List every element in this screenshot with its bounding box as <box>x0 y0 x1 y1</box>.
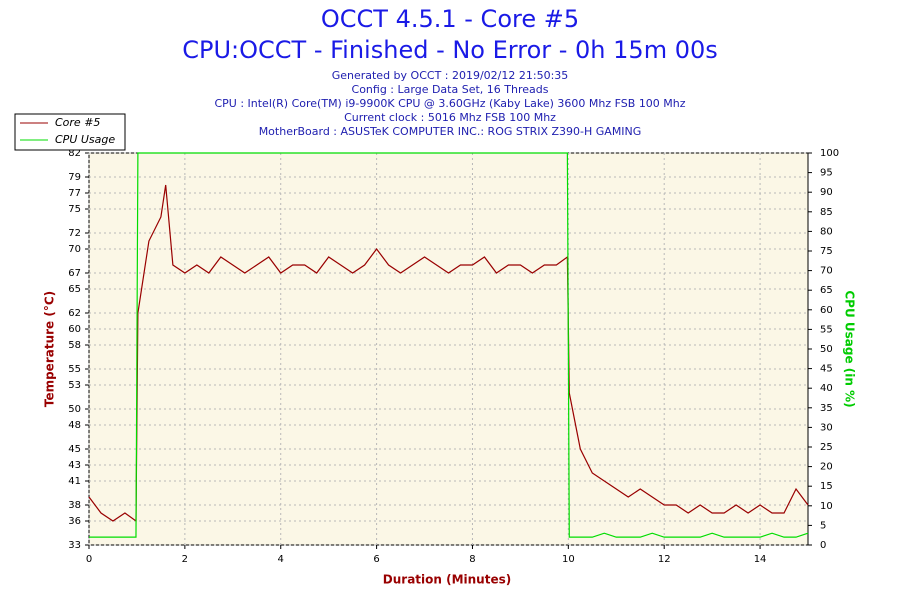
y2-tick-label: 20 <box>820 462 833 473</box>
y-tick-label: 38 <box>68 500 81 511</box>
info-line: Config : Large Data Set, 16 Threads <box>352 83 549 96</box>
chart-title: OCCT 4.5.1 - Core #5 <box>321 5 579 33</box>
y2-tick-label: 100 <box>820 148 839 159</box>
legend-label: CPU Usage <box>55 133 115 146</box>
info-line: Current clock : 5016 Mhz FSB 100 Mhz <box>344 111 556 124</box>
legend-label: Core #5 <box>55 116 100 129</box>
y-tick-label: 79 <box>68 172 81 183</box>
info-line: Generated by OCCT : 2019/02/12 21:50:35 <box>332 69 569 82</box>
y2-tick-label: 35 <box>820 403 833 414</box>
y2-tick-label: 45 <box>820 364 833 375</box>
y-tick-label: 58 <box>68 340 81 351</box>
x-tick-label: 14 <box>754 554 767 565</box>
y-tick-label: 75 <box>68 204 81 215</box>
legend-box <box>14 113 126 151</box>
y-tick-label: 55 <box>68 364 81 375</box>
y2-tick-label: 80 <box>820 226 833 237</box>
y2-tick-label: 40 <box>820 383 833 394</box>
plot-area <box>88 152 809 546</box>
y-axis-label: Temperature (°C) <box>43 291 57 407</box>
x-tick-label: 4 <box>278 554 284 565</box>
y-tick-label: 41 <box>68 476 81 487</box>
x-tick-label: 8 <box>469 554 475 565</box>
series-line <box>88 184 809 523</box>
info-line: CPU : Intel(R) Core(TM) i9-9900K CPU @ 3… <box>214 97 685 110</box>
y-tick-label: 53 <box>68 380 81 391</box>
y2-tick-label: 85 <box>820 207 833 218</box>
y2-tick-label: 25 <box>820 442 833 453</box>
y-tick-label: 45 <box>68 444 81 455</box>
y2-tick-label: 90 <box>820 187 833 198</box>
y2-tick-label: 15 <box>820 481 833 492</box>
y-tick-label: 65 <box>68 284 81 295</box>
y-tick-label: 62 <box>68 308 81 319</box>
y-tick-label: 70 <box>68 244 81 255</box>
x-tick-label: 10 <box>562 554 575 565</box>
chart-subtitle: CPU:OCCT - Finished - No Error - 0h 15m … <box>182 36 718 64</box>
series-line <box>89 152 809 538</box>
x-tick-label: 6 <box>373 554 379 565</box>
y-tick-label: 72 <box>68 228 81 239</box>
y2-tick-label: 60 <box>820 305 833 316</box>
y2-tick-label: 10 <box>820 501 833 512</box>
y2-tick-label: 75 <box>820 246 833 257</box>
x-tick-label: 2 <box>182 554 188 565</box>
info-line: MotherBoard : ASUSTeK COMPUTER INC.: ROG… <box>259 125 642 138</box>
y2-tick-label: 65 <box>820 285 833 296</box>
y-tick-label: 50 <box>68 404 81 415</box>
y2-tick-label: 0 <box>820 540 826 551</box>
y-tick-label: 60 <box>68 324 81 335</box>
y2-tick-label: 5 <box>820 520 826 531</box>
y-tick-label: 67 <box>68 268 81 279</box>
y2-axis-label: CPU Usage (in %) <box>843 290 857 407</box>
y-tick-label: 33 <box>68 540 81 551</box>
x-tick-label: 12 <box>658 554 671 565</box>
x-axis-label: Duration (Minutes) <box>383 573 511 587</box>
y-tick-label: 36 <box>68 516 81 527</box>
y-tick-label: 48 <box>68 420 81 431</box>
y2-tick-label: 30 <box>820 422 833 433</box>
y-tick-label: 77 <box>68 188 81 199</box>
y2-tick-label: 95 <box>820 168 833 179</box>
y-tick-label: 82 <box>68 148 81 159</box>
x-tick-label: 0 <box>86 554 92 565</box>
y2-tick-label: 70 <box>820 266 833 277</box>
y2-tick-label: 50 <box>820 344 833 355</box>
y2-tick-label: 55 <box>820 324 833 335</box>
y-tick-label: 43 <box>68 460 81 471</box>
